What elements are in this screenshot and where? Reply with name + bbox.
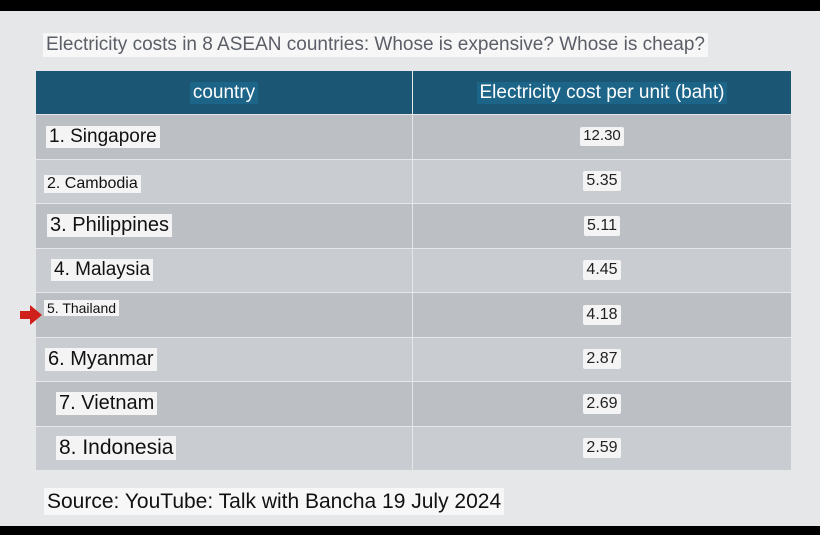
table-header: country Electricity cost per unit (baht) xyxy=(36,71,791,114)
cost-cell: 4.18 xyxy=(413,293,791,337)
cost-cell: 5.35 xyxy=(413,160,791,204)
cost-cell: 4.45 xyxy=(413,249,791,293)
country-name: 3. Philippines xyxy=(47,214,172,238)
header-country: country xyxy=(36,71,413,114)
country-name: 4. Malaysia xyxy=(51,259,154,282)
country-name: 7. Vietnam xyxy=(56,392,158,416)
header-cost-label: Electricity cost per unit (baht) xyxy=(476,81,728,104)
cost-value: 2.87 xyxy=(583,349,621,370)
table-row: 8. Indonesia 2.59 xyxy=(36,425,791,471)
country-cell: 8. Indonesia xyxy=(36,426,413,470)
country-cell: 3. Philippines xyxy=(36,204,413,248)
country-name: 8. Indonesia xyxy=(56,436,177,461)
country-cell: 5. Thailand xyxy=(36,293,413,337)
table-row: 6. Myanmar 2.87 xyxy=(36,336,791,382)
cost-cell: 5.11 xyxy=(413,204,791,248)
cost-value: 2.59 xyxy=(583,438,621,459)
cost-cell: 2.59 xyxy=(413,427,791,471)
country-cell: 6. Myanmar xyxy=(36,337,413,381)
table-row: 1. Singapore 12.30 xyxy=(36,114,791,159)
country-name: 1. Singapore xyxy=(46,125,160,148)
data-table: country Electricity cost per unit (baht)… xyxy=(36,71,791,470)
cost-cell: 2.69 xyxy=(413,382,791,426)
header-country-label: country xyxy=(189,81,259,104)
cost-cell: 12.30 xyxy=(413,115,791,159)
country-cell: 4. Malaysia xyxy=(36,248,413,292)
table-row: 7. Vietnam 2.69 xyxy=(36,381,791,426)
right-arrow-icon xyxy=(20,305,42,325)
table-row: 4. Malaysia 4.45 xyxy=(36,247,791,293)
country-cell: 7. Vietnam xyxy=(36,382,413,426)
cost-value: 4.45 xyxy=(583,260,621,281)
cost-value: 12.30 xyxy=(580,127,624,147)
table-row: 3. Philippines 5.11 xyxy=(36,203,791,248)
country-cell: 2. Cambodia xyxy=(36,159,413,203)
cost-value: 5.11 xyxy=(584,215,620,236)
table-row: 2. Cambodia 5.35 xyxy=(36,158,791,204)
cost-value: 5.35 xyxy=(583,171,621,192)
header-cost: Electricity cost per unit (baht) xyxy=(413,71,791,114)
page-title: Electricity costs in 8 ASEAN countries: … xyxy=(43,33,708,57)
country-name: 2. Cambodia xyxy=(44,175,141,194)
country-name: 5. Thailand xyxy=(44,300,120,317)
source-caption: Source: YouTube: Talk with Bancha 19 Jul… xyxy=(44,488,505,515)
cost-value: 2.69 xyxy=(583,393,621,414)
country-cell: 1. Singapore xyxy=(36,115,413,159)
cost-cell: 2.87 xyxy=(413,338,791,382)
table-row: 5. Thailand 4.18 xyxy=(36,292,791,337)
cost-value: 4.18 xyxy=(583,304,621,325)
country-name: 6. Myanmar xyxy=(45,347,157,371)
